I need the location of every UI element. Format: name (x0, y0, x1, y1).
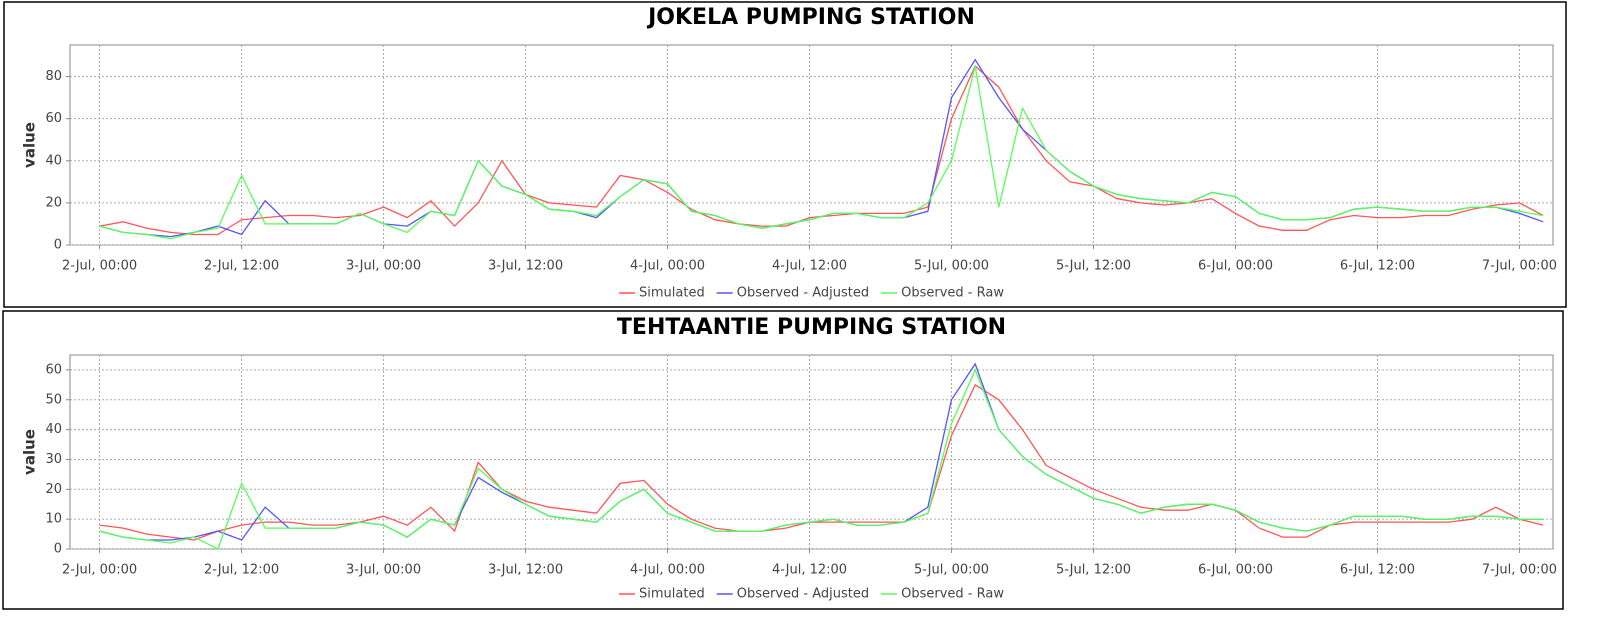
y-tick-label: 60 (45, 362, 62, 377)
x-tick-label: 3-Jul, 00:00 (346, 563, 421, 578)
x-tick-label: 2-Jul, 00:00 (62, 259, 137, 274)
x-tick-label: 2-Jul, 12:00 (204, 563, 279, 578)
x-tick-label: 3-Jul, 12:00 (488, 259, 563, 274)
y-tick-label: 30 (45, 452, 62, 467)
x-tick-label: 5-Jul, 00:00 (914, 259, 989, 274)
chart-title: TEHTAANTIE PUMPING STATION (617, 315, 1006, 340)
x-tick-label: 4-Jul, 00:00 (630, 563, 705, 578)
x-tick-label: 4-Jul, 12:00 (772, 563, 847, 578)
legend-label: Simulated (639, 587, 705, 602)
x-tick-label: 5-Jul, 12:00 (1056, 563, 1131, 578)
x-tick-label: 6-Jul, 12:00 (1340, 259, 1415, 274)
x-tick-label: 3-Jul, 00:00 (346, 259, 421, 274)
x-tick-label: 5-Jul, 12:00 (1056, 259, 1131, 274)
x-tick-label: 6-Jul, 00:00 (1198, 563, 1273, 578)
x-tick-label: 7-Jul, 00:00 (1482, 563, 1557, 578)
x-tick-label: 6-Jul, 00:00 (1198, 259, 1273, 274)
y-tick-label: 20 (45, 482, 62, 497)
y-tick-label: 80 (45, 69, 62, 84)
x-tick-label: 6-Jul, 12:00 (1340, 563, 1415, 578)
y-axis-label: value (21, 429, 39, 475)
y-axis-label: value (21, 122, 39, 168)
chart-title: JOKELA PUMPING STATION (646, 5, 975, 30)
plot-area (69, 44, 1554, 246)
x-tick-label: 7-Jul, 00:00 (1482, 259, 1557, 274)
y-tick-label: 60 (45, 111, 62, 126)
x-tick-label: 5-Jul, 00:00 (914, 563, 989, 578)
plot-area (69, 354, 1554, 550)
series-line (99, 383, 1544, 541)
y-tick-label: 10 (45, 512, 62, 527)
y-tick-label: 40 (45, 153, 62, 168)
legend-label: Observed - Adjusted (737, 587, 869, 602)
y-tick-label: 0 (54, 238, 62, 253)
legend-label: Simulated (639, 286, 705, 301)
x-tick-label: 4-Jul, 00:00 (630, 259, 705, 274)
y-tick-label: 50 (45, 392, 62, 407)
panel-border (2, 310, 1564, 610)
legend: Simulated Observed - Adjusted Observed - R… (619, 286, 1004, 301)
y-tick-label: 20 (45, 195, 62, 210)
legend-label: Observed - Raw (901, 286, 1004, 301)
y-tick-label: 0 (54, 542, 62, 557)
x-tick-label: 3-Jul, 12:00 (488, 563, 563, 578)
x-tick-label: 4-Jul, 12:00 (772, 259, 847, 274)
panel-border (3, 1, 1567, 308)
legend: Simulated Observed - Adjusted Observed - R… (619, 587, 1004, 602)
y-tick-label: 40 (45, 422, 62, 437)
x-tick-label: 2-Jul, 00:00 (62, 563, 137, 578)
x-tick-label: 2-Jul, 12:00 (204, 259, 279, 274)
legend-label: Observed - Adjusted (737, 286, 869, 301)
legend-label: Observed - Raw (901, 587, 1004, 602)
series-line (99, 368, 1544, 550)
series-line (99, 65, 1544, 240)
